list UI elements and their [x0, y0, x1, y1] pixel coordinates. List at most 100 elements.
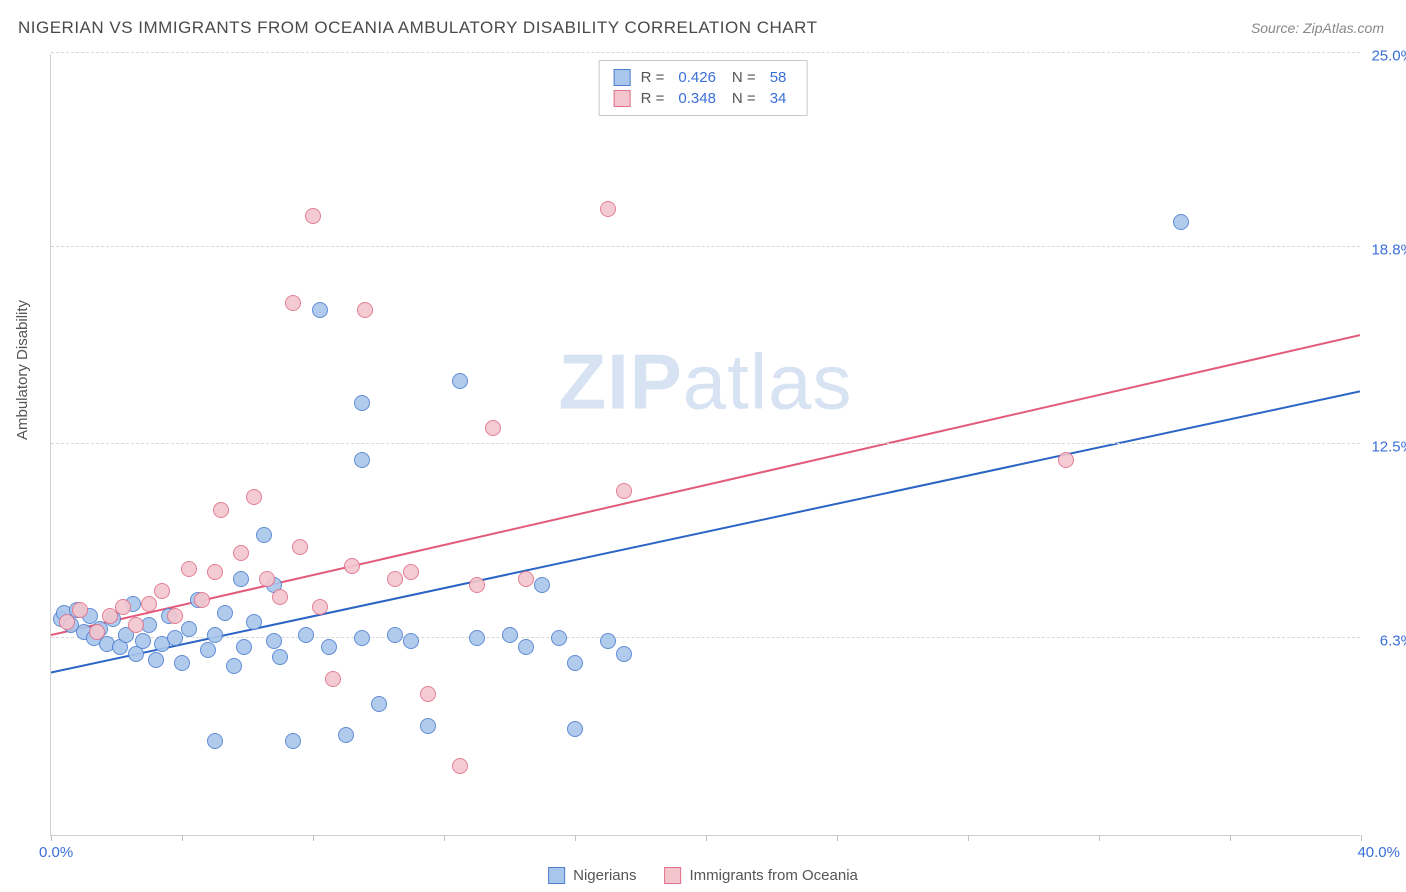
- scatter-point-nigerians: [502, 627, 518, 643]
- x-tick: [313, 835, 314, 841]
- scatter-point-oceania: [89, 624, 105, 640]
- x-axis-max-label: 40.0%: [1357, 844, 1400, 861]
- x-axis-min-label: 0.0%: [39, 844, 73, 861]
- y-tick-label: 25.0%: [1371, 48, 1406, 65]
- legend-r-value: 0.426: [674, 69, 722, 86]
- scatter-point-nigerians: [403, 633, 419, 649]
- legend-r-value: 0.348: [674, 90, 722, 107]
- scatter-point-oceania: [344, 558, 360, 574]
- trend-lines-svg: [51, 54, 1360, 835]
- scatter-point-nigerians: [469, 630, 485, 646]
- legend-n-value: 58: [766, 69, 793, 86]
- scatter-point-oceania: [141, 596, 157, 612]
- scatter-point-oceania: [518, 571, 534, 587]
- scatter-point-oceania: [272, 589, 288, 605]
- legend-row-oceania: R = 0.348 N = 34: [614, 88, 793, 109]
- scatter-point-nigerians: [354, 630, 370, 646]
- legend-n-label: N =: [732, 90, 756, 107]
- scatter-point-nigerians: [266, 633, 282, 649]
- scatter-point-nigerians: [518, 639, 534, 655]
- y-axis-label: Ambulatory Disability: [14, 300, 31, 440]
- correlation-legend: R = 0.426 N = 58 R = 0.348 N = 34: [599, 60, 808, 116]
- legend-swatch-icon: [614, 90, 631, 107]
- scatter-point-oceania: [420, 686, 436, 702]
- x-tick: [837, 835, 838, 841]
- scatter-point-oceania: [387, 571, 403, 587]
- scatter-point-nigerians: [236, 639, 252, 655]
- scatter-point-oceania: [259, 571, 275, 587]
- x-tick: [706, 835, 707, 841]
- scatter-point-oceania: [616, 483, 632, 499]
- trend-line-nigerians: [51, 391, 1360, 672]
- legend-r-label: R =: [641, 90, 665, 107]
- scatter-point-nigerians: [272, 649, 288, 665]
- scatter-point-oceania: [285, 295, 301, 311]
- x-tick: [51, 835, 52, 841]
- chart-title: NIGERIAN VS IMMIGRANTS FROM OCEANIA AMBU…: [18, 18, 818, 38]
- scatter-point-oceania: [357, 302, 373, 318]
- y-tick-label: 18.8%: [1371, 241, 1406, 258]
- scatter-point-oceania: [325, 671, 341, 687]
- x-tick: [1361, 835, 1362, 841]
- scatter-point-nigerians: [321, 639, 337, 655]
- x-tick: [1230, 835, 1231, 841]
- scatter-point-nigerians: [1173, 214, 1189, 230]
- scatter-point-oceania: [128, 617, 144, 633]
- scatter-point-nigerians: [600, 633, 616, 649]
- scatter-point-nigerians: [217, 605, 233, 621]
- x-tick: [968, 835, 969, 841]
- scatter-point-nigerians: [298, 627, 314, 643]
- scatter-point-oceania: [154, 583, 170, 599]
- gridline: [51, 246, 1360, 247]
- scatter-point-oceania: [305, 208, 321, 224]
- watermark-bold: ZIP: [558, 338, 682, 426]
- legend-n-value: 34: [766, 90, 793, 107]
- series-legend: Nigerians Immigrants from Oceania: [548, 867, 858, 884]
- gridline: [51, 637, 1360, 638]
- scatter-point-nigerians: [135, 633, 151, 649]
- scatter-point-nigerians: [226, 658, 242, 674]
- x-tick: [182, 835, 183, 841]
- scatter-point-nigerians: [371, 696, 387, 712]
- legend-n-label: N =: [732, 69, 756, 86]
- scatter-point-nigerians: [616, 646, 632, 662]
- gridline: [51, 443, 1360, 444]
- scatter-point-oceania: [485, 420, 501, 436]
- scatter-point-nigerians: [246, 614, 262, 630]
- scatter-point-oceania: [194, 592, 210, 608]
- scatter-point-nigerians: [207, 733, 223, 749]
- series-legend-item-nigerians: Nigerians: [548, 867, 636, 884]
- scatter-point-oceania: [452, 758, 468, 774]
- scatter-point-nigerians: [534, 577, 550, 593]
- scatter-point-oceania: [213, 502, 229, 518]
- legend-swatch-icon: [664, 867, 681, 884]
- scatter-point-nigerians: [338, 727, 354, 743]
- trend-line-oceania: [51, 335, 1360, 635]
- scatter-point-nigerians: [207, 627, 223, 643]
- legend-r-label: R =: [641, 69, 665, 86]
- series-legend-label: Immigrants from Oceania: [689, 867, 857, 884]
- source-label: Source: ZipAtlas.com: [1251, 20, 1384, 36]
- legend-row-nigerians: R = 0.426 N = 58: [614, 67, 793, 88]
- scatter-point-nigerians: [354, 395, 370, 411]
- scatter-point-nigerians: [174, 655, 190, 671]
- x-tick: [444, 835, 445, 841]
- scatter-point-oceania: [312, 599, 328, 615]
- scatter-point-nigerians: [148, 652, 164, 668]
- scatter-point-nigerians: [551, 630, 567, 646]
- watermark: ZIPatlas: [558, 337, 852, 428]
- gridline: [51, 52, 1360, 53]
- x-tick: [1099, 835, 1100, 841]
- scatter-point-nigerians: [354, 452, 370, 468]
- scatter-point-nigerians: [181, 621, 197, 637]
- scatter-point-oceania: [469, 577, 485, 593]
- chart-plot-area: ZIPatlas 0.0% 40.0% 6.3%12.5%18.8%25.0%: [50, 54, 1360, 836]
- series-legend-label: Nigerians: [573, 867, 636, 884]
- scatter-point-nigerians: [387, 627, 403, 643]
- scatter-point-oceania: [167, 608, 183, 624]
- scatter-point-oceania: [59, 614, 75, 630]
- scatter-point-nigerians: [420, 718, 436, 734]
- scatter-point-oceania: [207, 564, 223, 580]
- series-legend-item-oceania: Immigrants from Oceania: [664, 867, 857, 884]
- scatter-point-oceania: [403, 564, 419, 580]
